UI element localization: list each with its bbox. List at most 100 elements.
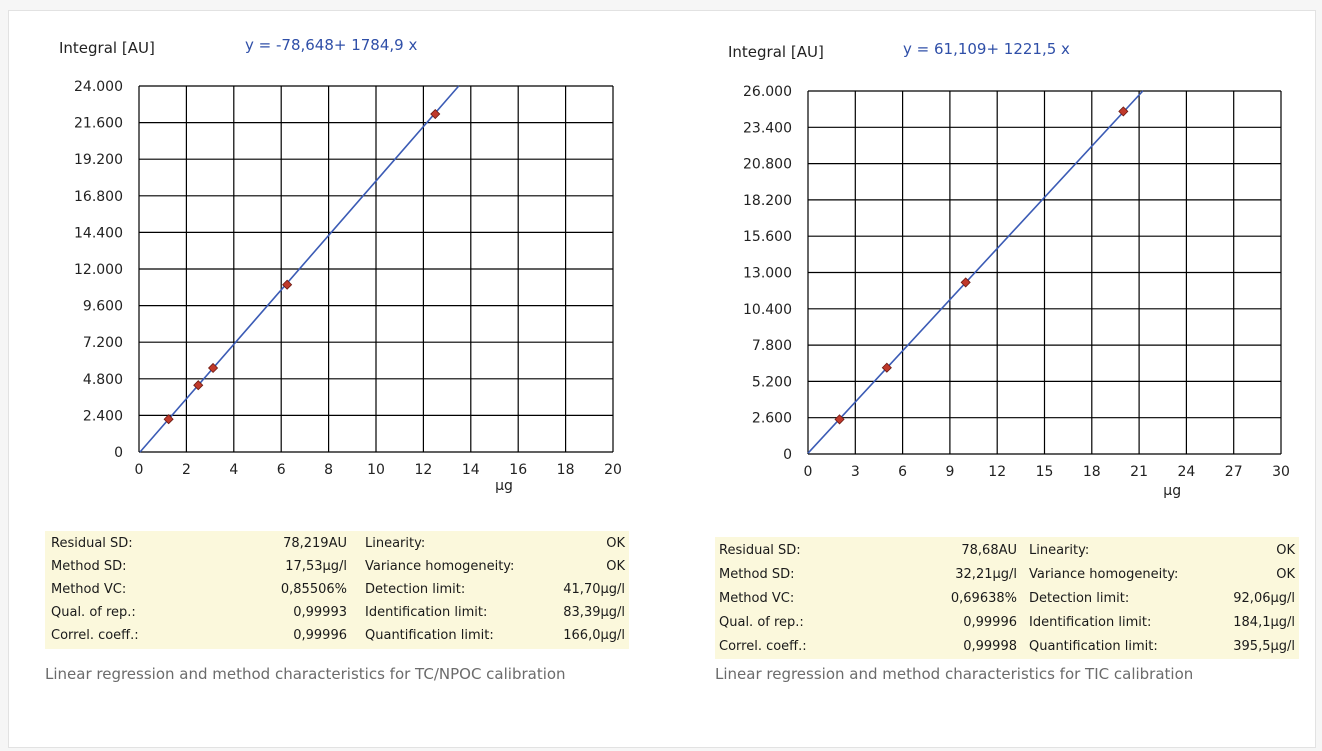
stat-label: Quantification limit:	[365, 628, 494, 643]
y-tick-label: 2.400	[83, 408, 123, 424]
stats-row: Correl. coeff.: 0,99996 Quantification l…	[45, 625, 629, 647]
stat-value: 395,5µg/l	[1233, 639, 1295, 654]
data-point	[834, 414, 845, 425]
stat-label: Variance homogeneity:	[1029, 567, 1179, 582]
x-tick-label: 16	[509, 462, 527, 478]
stat-value: 0,99996	[293, 628, 347, 643]
y-tick-label: 15.600	[743, 229, 792, 245]
regression-line	[139, 85, 460, 453]
stats-row: Qual. of rep.: 0,99993 Identification li…	[45, 602, 629, 624]
data-point	[881, 362, 892, 373]
stat-label: Variance homogeneity:	[365, 559, 515, 574]
stat-value: OK	[1276, 543, 1295, 558]
x-tick-label: 4	[229, 462, 238, 478]
stat-value: 32,21µg/l	[955, 567, 1017, 582]
x-tick-label: 12	[988, 464, 1006, 480]
y-tick-label: 4.800	[83, 372, 123, 388]
stat-label: Method SD:	[51, 559, 127, 574]
tc-npoc-caption: Linear regression and method characteris…	[45, 665, 566, 683]
stat-label: Detection limit:	[1029, 591, 1130, 606]
y-tick-label: 14.400	[74, 225, 123, 241]
x-tick-label: 18	[557, 462, 575, 478]
stat-label: Identification limit:	[1029, 615, 1152, 630]
stat-value: 41,70µg/l	[563, 582, 625, 597]
stat-label: Qual. of rep.:	[51, 605, 136, 620]
y-tick-label: 24.000	[74, 79, 123, 95]
x-tick-label: 18	[1083, 464, 1101, 480]
stat-label: Method SD:	[719, 567, 795, 582]
y-axis-label: Integral [AU]	[728, 43, 824, 61]
stat-value: 0,69638%	[950, 591, 1017, 606]
y-tick-label: 20.800	[743, 157, 792, 173]
stat-label: Residual SD:	[51, 536, 133, 551]
y-tick-label: 12.000	[74, 262, 123, 278]
x-tick-label: 30	[1272, 464, 1290, 480]
regression-line	[807, 90, 1144, 454]
x-axis-label: µg	[495, 478, 513, 494]
stat-value: 166,0µg/l	[563, 628, 625, 643]
data-point	[430, 108, 441, 120]
y-tick-label: 7.800	[752, 338, 792, 354]
x-tick-label: 3	[851, 464, 860, 480]
y-tick-label: 0	[783, 447, 792, 463]
stats-row: Method VC: 0,69638% Detection limit: 92,…	[715, 588, 1299, 610]
stat-value: 83,39µg/l	[563, 605, 625, 620]
stat-label: Qual. of rep.:	[719, 615, 804, 630]
x-tick-label: 6	[277, 462, 286, 478]
data-point	[282, 279, 293, 290]
y-tick-label: 21.600	[74, 116, 123, 132]
x-tick-label: 27	[1225, 464, 1243, 480]
stat-value: 0,99996	[963, 615, 1017, 630]
stat-value: 78,68AU	[961, 543, 1017, 558]
stat-value: 184,1µg/l	[1233, 615, 1295, 630]
x-tick-label: 8	[324, 462, 333, 478]
stat-value: 92,06µg/l	[1233, 591, 1295, 606]
y-tick-label: 26.000	[743, 84, 792, 100]
x-tick-label: 6	[898, 464, 907, 480]
stat-label: Quantification limit:	[1029, 639, 1158, 654]
stat-value: OK	[606, 536, 625, 551]
stat-label: Linearity:	[365, 536, 426, 551]
x-tick-label: 0	[135, 462, 144, 478]
tic-stats-table: Residual SD: 78,68AU Linearity: OK Metho…	[715, 537, 1299, 659]
y-axis-label: Integral [AU]	[59, 39, 155, 57]
stat-value: 78,219AU	[283, 536, 347, 551]
x-tick-label: 15	[1036, 464, 1054, 480]
y-tick-label: 2.600	[752, 411, 792, 427]
stats-row: Residual SD: 78,68AU Linearity: OK	[715, 540, 1299, 562]
stat-value: 0,99998	[963, 639, 1017, 654]
x-tick-label: 10	[367, 462, 385, 478]
stat-label: Residual SD:	[719, 543, 801, 558]
tic-calibration-chart: 0 3 6 9 12 15 18 21 24 27 30 0 2.600 5.200 7.800 10.400…	[728, 40, 1290, 499]
y-tick-label: 16.800	[74, 189, 123, 205]
x-tick-label: 9	[945, 464, 954, 480]
regression-equation: y = 61,109+ 1221,5 x	[903, 40, 1070, 58]
tic-caption: Linear regression and method characteris…	[715, 665, 1194, 683]
data-point	[207, 362, 219, 374]
stat-label: Linearity:	[1029, 543, 1090, 558]
x-tick-label: 12	[414, 462, 432, 478]
stat-label: Identification limit:	[365, 605, 488, 620]
stats-row: Residual SD: 78,219AU Linearity: OK	[45, 533, 629, 555]
stats-row: Method VC: 0,85506% Detection limit: 41,…	[45, 579, 629, 601]
data-point	[163, 414, 174, 425]
x-tick-label: 21	[1130, 464, 1148, 480]
stat-value: 0,99993	[293, 605, 347, 620]
data-point	[960, 277, 971, 288]
x-tick-label: 20	[604, 462, 622, 478]
y-tick-label: 7.200	[83, 335, 123, 351]
data-point	[193, 380, 204, 391]
stat-value: OK	[1276, 567, 1295, 582]
stat-value: 0,85506%	[280, 582, 347, 597]
y-tick-label: 23.400	[743, 120, 792, 136]
y-tick-label: 0	[114, 445, 123, 461]
y-tick-label: 13.000	[743, 266, 792, 282]
stat-label: Correl. coeff.:	[51, 628, 139, 643]
stat-label: Method VC:	[719, 591, 795, 606]
x-axis-label: µg	[1163, 483, 1181, 499]
x-tick-label: 0	[804, 464, 813, 480]
y-tick-label: 9.600	[83, 299, 123, 315]
stat-value: OK	[606, 559, 625, 574]
stat-label: Detection limit:	[365, 582, 466, 597]
x-tick-label: 24	[1177, 464, 1195, 480]
